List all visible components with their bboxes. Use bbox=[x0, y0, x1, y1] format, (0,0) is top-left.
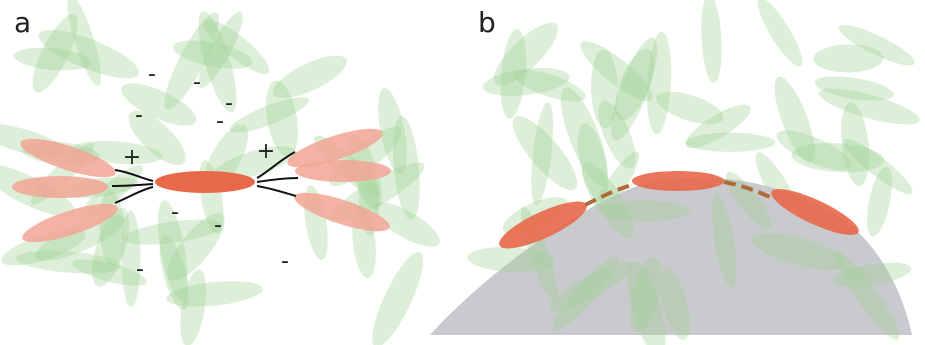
green-particle bbox=[699, 0, 724, 84]
green-particle bbox=[751, 0, 809, 71]
charge-sign: - bbox=[216, 109, 224, 134]
side-particle bbox=[295, 160, 391, 182]
charge-sign: - bbox=[148, 62, 156, 87]
surface-particle bbox=[632, 171, 724, 191]
charge-sign: - bbox=[136, 257, 144, 282]
figure: a b ---------++ bbox=[0, 0, 925, 345]
page: {"panels": [ {"label": "a", "charges": [… bbox=[0, 0, 925, 345]
charge-sign: - bbox=[193, 70, 201, 95]
green-particle bbox=[686, 133, 776, 152]
green-particle bbox=[267, 47, 352, 106]
side-particle bbox=[12, 176, 108, 198]
panel-label: a bbox=[14, 6, 31, 39]
charge-sign: - bbox=[135, 103, 143, 128]
charge-sign: + bbox=[257, 139, 275, 164]
charge-sign: - bbox=[225, 91, 233, 116]
panel-label: b bbox=[478, 6, 496, 39]
central-particle bbox=[155, 171, 255, 193]
charge-sign: - bbox=[281, 249, 289, 274]
charge-sign: - bbox=[214, 213, 222, 238]
charge-sign: - bbox=[171, 200, 179, 225]
charge-sign: + bbox=[123, 145, 141, 170]
